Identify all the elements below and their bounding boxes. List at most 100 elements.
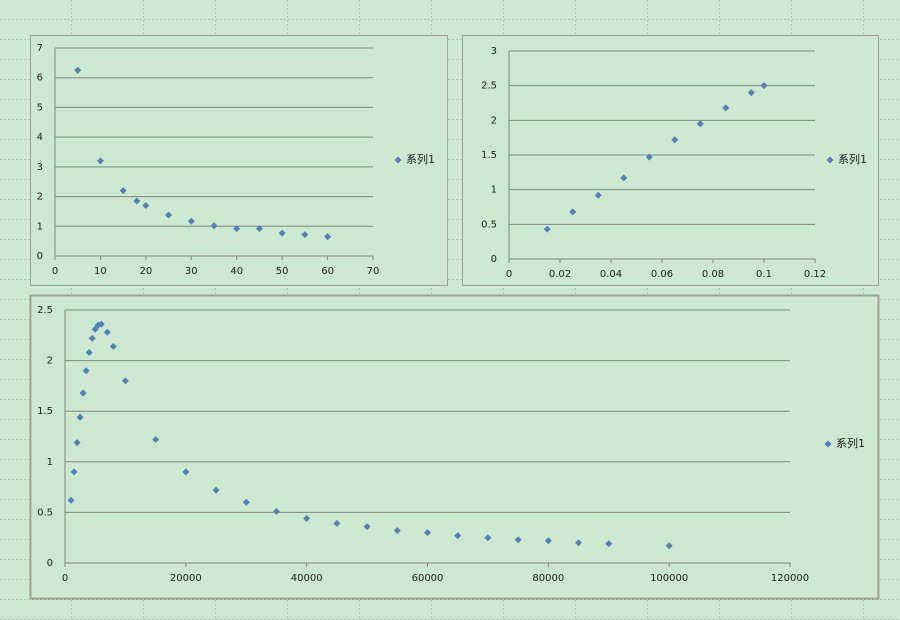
data-point [233, 225, 241, 233]
data-point [187, 217, 195, 225]
x-tick-label: 100000 [650, 573, 688, 584]
data-point [142, 201, 150, 209]
data-point [82, 367, 90, 375]
x-tick-label: 0 [62, 573, 68, 584]
data-point [74, 66, 82, 74]
y-tick-label: 6 [37, 73, 43, 84]
data-point [484, 534, 492, 542]
chart-frame[interactable] [29, 294, 880, 600]
data-point [109, 342, 117, 350]
x-tick-label: 0.08 [702, 269, 724, 280]
y-tick-label: 3 [37, 162, 43, 173]
data-point [121, 377, 129, 385]
data-point [424, 529, 431, 537]
chart-frame[interactable] [462, 35, 879, 286]
y-tick-label: 1 [47, 457, 53, 468]
data-point [575, 539, 583, 547]
data-point [272, 507, 280, 515]
data-point [70, 468, 78, 476]
data-point [514, 536, 522, 544]
x-tick-label: 10 [94, 266, 107, 277]
data-point [88, 334, 96, 342]
x-tick-label: 60000 [412, 573, 444, 584]
y-tick-label: 0.5 [37, 507, 53, 518]
y-tick-label: 2.5 [481, 81, 497, 92]
y-tick-label: 5 [37, 102, 43, 113]
x-tick-label: 0.02 [549, 269, 571, 280]
x-tick-label: 50 [276, 266, 289, 277]
legend-marker [394, 156, 402, 164]
data-point [182, 468, 190, 476]
x-tick-label: 20000 [170, 573, 202, 584]
y-tick-label: 4 [37, 132, 43, 143]
legend-text: 系列1 [838, 152, 867, 166]
data-point [393, 527, 401, 535]
data-point [210, 222, 218, 230]
data-point [760, 82, 768, 90]
y-tick-label: 2 [47, 356, 53, 367]
y-tick-label: 0.5 [481, 219, 497, 230]
data-point [301, 231, 309, 239]
data-point [605, 540, 613, 548]
y-tick-label: 1 [37, 221, 43, 232]
data-point [67, 496, 75, 504]
data-point [76, 413, 84, 421]
legend-text: 系列1 [406, 152, 435, 166]
x-tick-label: 0.04 [600, 269, 622, 280]
data-point [91, 325, 99, 333]
y-tick-label: 1.5 [37, 406, 53, 417]
x-tick-label: 70 [367, 266, 380, 277]
y-tick-label: 2 [37, 192, 43, 203]
data-point [324, 233, 332, 241]
x-tick-label: 0.1 [756, 269, 772, 280]
data-point [242, 498, 250, 506]
x-tick-label: 0.06 [651, 269, 673, 280]
y-tick-label: 7 [37, 43, 43, 54]
x-tick-label: 40 [230, 266, 243, 277]
y-tick-label: 3 [491, 46, 497, 57]
x-tick-label: 0.12 [804, 269, 826, 280]
x-tick-label: 80000 [532, 573, 564, 584]
data-point [696, 120, 704, 128]
data-point [333, 520, 341, 528]
data-point [212, 486, 220, 494]
data-point [73, 439, 81, 447]
y-tick-label: 2 [491, 115, 497, 126]
x-tick-label: 30 [185, 266, 198, 277]
data-point [569, 208, 577, 216]
data-point [620, 174, 628, 182]
data-point [152, 436, 160, 444]
x-tick-label: 60 [321, 266, 334, 277]
data-point [255, 225, 263, 233]
data-point [303, 514, 311, 522]
x-tick-label: 0 [52, 266, 58, 277]
data-point [97, 320, 105, 328]
data-point [722, 104, 730, 112]
data-point [165, 211, 173, 219]
data-point [278, 229, 286, 237]
legend-text: 系列1 [836, 436, 865, 450]
y-tick-label: 1 [491, 185, 497, 196]
y-tick-label: 2.5 [37, 305, 53, 316]
data-point [645, 153, 653, 161]
x-tick-label: 40000 [291, 573, 323, 584]
data-point [96, 157, 104, 165]
data-point [85, 349, 93, 357]
data-point [363, 523, 371, 531]
legend-marker [824, 440, 832, 448]
y-tick-label: 0 [47, 558, 53, 569]
data-point [103, 328, 111, 336]
data-point [594, 191, 602, 199]
y-tick-label: 1.5 [481, 150, 497, 161]
data-point [665, 542, 673, 550]
x-tick-label: 0 [506, 269, 512, 280]
x-tick-label: 20 [139, 266, 152, 277]
data-point [747, 89, 755, 97]
data-point [544, 537, 552, 545]
y-tick-label: 0 [491, 254, 497, 265]
chart-frame[interactable] [30, 35, 448, 286]
data-point [119, 187, 127, 195]
y-tick-label: 0 [37, 251, 43, 262]
data-point [543, 225, 551, 233]
x-tick-label: 120000 [771, 573, 809, 584]
